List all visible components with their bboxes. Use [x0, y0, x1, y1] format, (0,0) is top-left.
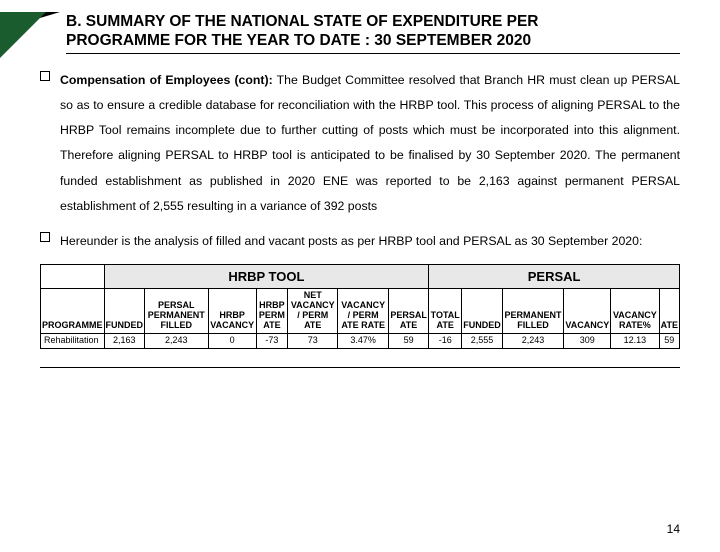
bullet-item: Hereunder is the analysis of filled and … — [40, 229, 680, 254]
cell: 2,163 — [104, 333, 145, 348]
cell: -16 — [429, 333, 462, 348]
square-bullet-icon — [40, 232, 50, 242]
page-title: B. SUMMARY OF THE NATIONAL STATE OF EXPE… — [66, 12, 680, 54]
col-head: PERMANENT FILLED — [502, 289, 564, 334]
table-header-row: PROGRAMME FUNDED PERSAL PERMANENT FILLED… — [41, 289, 680, 334]
analysis-table-wrap: HRBP TOOL PERSAL PROGRAMME FUNDED PERSAL… — [40, 264, 680, 348]
cell: 2,555 — [462, 333, 503, 348]
bullet-item: Compensation of Employees (cont): The Bu… — [40, 68, 680, 219]
col-head: TOTAL ATE — [429, 289, 462, 334]
group-hrbp: HRBP TOOL — [104, 265, 429, 289]
analysis-table: HRBP TOOL PERSAL PROGRAMME FUNDED PERSAL… — [40, 264, 680, 348]
col-head: ATE — [659, 289, 679, 334]
cell: 0 — [208, 333, 256, 348]
bullet-body: The Budget Committee resolved that Branc… — [60, 73, 680, 213]
col-head: FUNDED — [104, 289, 145, 334]
col-head: HRBP VACANCY — [208, 289, 256, 334]
cell: 73 — [288, 333, 338, 348]
col-head: FUNDED — [462, 289, 503, 334]
bullet-body: Hereunder is the analysis of filled and … — [60, 234, 642, 248]
cell: Rehabilitation — [41, 333, 105, 348]
cell: 59 — [388, 333, 428, 348]
col-head: NET VACANCY / PERM ATE — [288, 289, 338, 334]
title-line-1: B. SUMMARY OF THE NATIONAL STATE OF EXPE… — [66, 13, 539, 30]
cell: 309 — [564, 333, 611, 348]
col-head: PROGRAMME — [41, 289, 105, 334]
title-line-2: PROGRAMME FOR THE YEAR TO DATE : 30 SEPT… — [66, 32, 531, 49]
bullet-text: Compensation of Employees (cont): The Bu… — [60, 68, 680, 219]
footer-rule — [40, 367, 680, 368]
cell: 2,243 — [502, 333, 564, 348]
group-persal: PERSAL — [429, 265, 680, 289]
cell: 59 — [659, 333, 679, 348]
col-head: VACANCY / PERM ATE RATE — [338, 289, 389, 334]
col-head: HRBP PERM ATE — [256, 289, 287, 334]
table-row: Rehabilitation 2,163 2,243 0 -73 73 3.47… — [41, 333, 680, 348]
page-number: 14 — [667, 522, 680, 536]
col-head: VACANCY RATE% — [611, 289, 659, 334]
body-content: Compensation of Employees (cont): The Bu… — [40, 68, 680, 254]
corner-accent — [0, 12, 46, 58]
cell: 3.47% — [338, 333, 389, 348]
bullet-lead: Compensation of Employees (cont): — [60, 73, 273, 87]
square-bullet-icon — [40, 71, 50, 81]
col-head: PERSAL ATE — [388, 289, 428, 334]
cell: 2,243 — [145, 333, 209, 348]
cell: -73 — [256, 333, 287, 348]
table-group-row: HRBP TOOL PERSAL — [41, 265, 680, 289]
cell: 12.13 — [611, 333, 659, 348]
page-header: B. SUMMARY OF THE NATIONAL STATE OF EXPE… — [66, 12, 680, 54]
group-blank — [41, 265, 105, 289]
col-head: VACANCY — [564, 289, 611, 334]
col-head: PERSAL PERMANENT FILLED — [145, 289, 209, 334]
bullet-text: Hereunder is the analysis of filled and … — [60, 229, 642, 254]
